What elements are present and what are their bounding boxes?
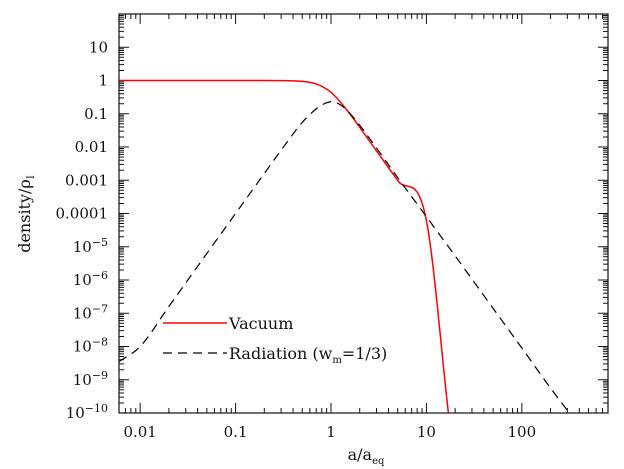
plot-frame xyxy=(118,13,609,414)
y-tick-label: 0.1 xyxy=(84,105,108,123)
y-tick-label: 10−8 xyxy=(73,336,108,356)
x-tick-label: 0.1 xyxy=(224,423,248,441)
x-tick-label: 1 xyxy=(326,423,336,441)
y-tick-label: 0.001 xyxy=(65,171,108,189)
legend: Vacuum Radiation (wm=1/3) xyxy=(163,314,387,366)
series-line-radiation xyxy=(119,101,568,411)
y-tick-label: 0.0001 xyxy=(56,205,109,223)
y-tick-label: 0.01 xyxy=(75,138,108,156)
legend-label-vacuum: Vacuum xyxy=(228,314,293,333)
y-axis-label: density/ρI xyxy=(15,175,37,253)
y-tick-label: 10−7 xyxy=(73,302,108,322)
y-tick-label: 10−6 xyxy=(73,269,108,289)
y-tick-label: 1 xyxy=(98,72,108,90)
x-tick-label: 10 xyxy=(417,423,436,441)
y-tick-labels: 10 1 0.1 0.01 0.001 0.0001 10−5 10−6 10−7 10−8 10−… xyxy=(56,38,109,422)
y-tick-label: 10−5 xyxy=(73,236,108,256)
series-layer xyxy=(119,79,568,413)
legend-label-radiation: Radiation (wm=1/3) xyxy=(229,344,387,366)
y-tick-label: 10−9 xyxy=(73,369,108,389)
x-tick-label: 100 xyxy=(508,423,537,441)
x-axis-label: a/aeq xyxy=(348,445,385,467)
series-line-vacuum xyxy=(119,79,450,413)
y-tick-label: 10 xyxy=(89,38,108,56)
axis-ticks xyxy=(118,14,609,414)
x-tick-label: 0.01 xyxy=(123,423,156,441)
x-tick-labels: 0.01 0.1 1 10 100 xyxy=(123,423,536,441)
y-tick-label: 10−10 xyxy=(66,402,108,422)
